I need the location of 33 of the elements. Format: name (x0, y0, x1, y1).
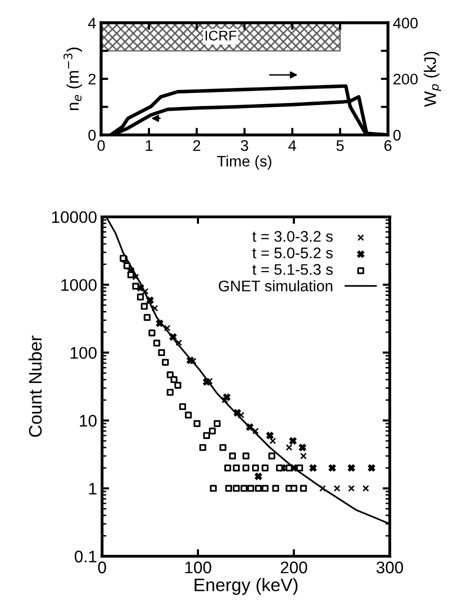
y-tick-label: 100 (70, 347, 97, 359)
y-tick-label: 1 (89, 482, 96, 494)
legend-label: t = 5.0-5.2 s (252, 248, 333, 258)
legend-label: GNET simulation (218, 280, 332, 292)
y-tick-label: 1000 (61, 279, 97, 291)
x-tick-label: 1 (146, 140, 152, 151)
x-tick-label: 6 (384, 140, 392, 151)
y2-tick-label: 400 (393, 18, 418, 28)
y-tick-label: 2 (88, 74, 96, 84)
y-tick-label: 4 (88, 18, 96, 28)
x-axis-title: Time (s) (217, 155, 272, 170)
band-label: ICRF (206, 30, 236, 41)
y-axis-title: Count Nuber (28, 336, 42, 437)
x-tick-label: 300 (376, 562, 404, 574)
x-tick-label: 0 (98, 140, 105, 151)
x-tick-label: 2 (193, 140, 200, 151)
legend-label: t = 3.0-3.2 s (252, 230, 333, 242)
x-tick-label: 3 (240, 140, 248, 151)
y-tick-label: 10000 (52, 211, 97, 224)
y-tick-label: 0 (88, 130, 96, 141)
legend-label: t = 5.1-5.3 s (252, 264, 333, 275)
y-tick-label: 0.1 (74, 550, 96, 562)
x-axis-title: Energy (keV) (194, 578, 298, 595)
y2-axis-title: W$_{p}$ (kJ) (424, 52, 442, 107)
x-tick-label: 200 (280, 562, 308, 574)
x-tick-label: 100 (185, 562, 212, 574)
x-tick-label: 0 (98, 562, 106, 574)
y-axis-title: n$_{e}$ (m$^{−3}$) (64, 48, 82, 110)
y2-tick-label: 0 (393, 130, 401, 141)
y-tick-label: 10 (80, 414, 97, 427)
y2-tick-label: 200 (394, 74, 418, 85)
x-tick-label: 5 (336, 140, 344, 151)
x-tick-label: 4 (288, 140, 296, 151)
